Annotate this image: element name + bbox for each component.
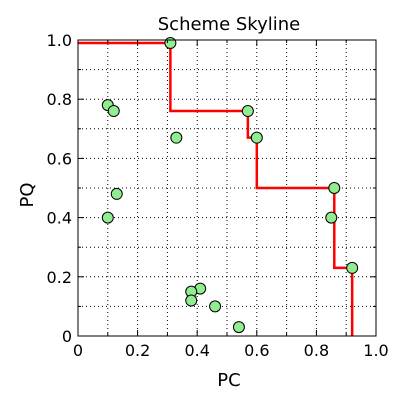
- x-tick-label: 0.4: [184, 341, 209, 360]
- data-point: [346, 261, 359, 274]
- y-tick-label: 0: [62, 327, 72, 346]
- data-point: [241, 105, 254, 118]
- y-tick-label: 0.8: [47, 90, 72, 109]
- data-point: [209, 300, 222, 313]
- y-tick-label: 0.6: [47, 149, 72, 168]
- x-tick-label: 1.0: [363, 341, 388, 360]
- y-axis-label: PQ: [17, 182, 38, 207]
- data-point: [325, 211, 338, 224]
- y-tick-label: 0.2: [47, 268, 72, 287]
- y-tick-label: 0.4: [47, 209, 72, 228]
- data-point: [232, 321, 245, 334]
- data-point: [110, 187, 123, 200]
- data-point: [328, 182, 341, 194]
- ticks-layer: 0 0.2 0.4 0.6 0.8 1.0 0 0.2 0.4 0.6 0.8 1.0: [47, 31, 389, 360]
- x-tick-label: 0.2: [125, 341, 150, 360]
- x-axis-label: PC: [217, 370, 240, 391]
- data-point: [101, 211, 114, 224]
- data-point: [250, 131, 263, 144]
- chart-title: Scheme Skyline: [158, 14, 300, 35]
- data-point: [107, 105, 120, 118]
- points-layer: [101, 36, 359, 334]
- data-point: [185, 294, 198, 307]
- data-point: [164, 36, 177, 49]
- x-tick-label: 0: [73, 341, 83, 360]
- x-tick-label: 0.8: [304, 341, 329, 360]
- x-tick-label: 0.6: [244, 341, 269, 360]
- y-tick-label: 1.0: [47, 31, 72, 50]
- data-point: [170, 131, 183, 144]
